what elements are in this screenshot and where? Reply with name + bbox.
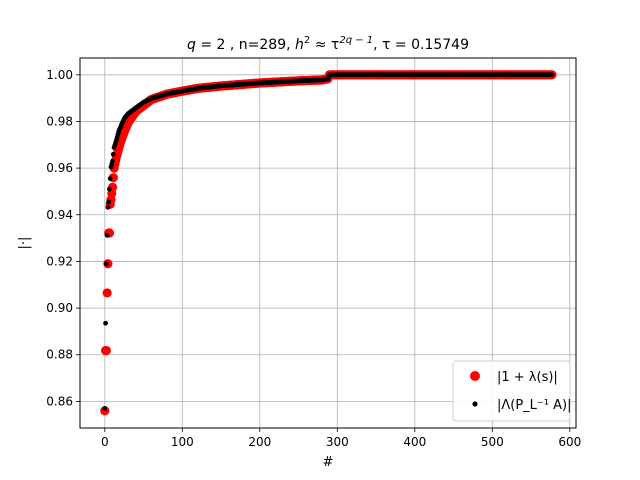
- x-tick-label: 600: [558, 435, 581, 449]
- title-part-2: , τ = 0.15749: [373, 37, 469, 53]
- y-tick-label: 0.94: [46, 208, 73, 222]
- x-axis-label: #: [323, 455, 334, 470]
- legend-marker-series-2: [472, 401, 478, 407]
- data-point: [549, 72, 555, 78]
- series-2: [102, 72, 555, 411]
- x-tick-label: 500: [481, 435, 504, 449]
- x-tick-label: 0: [101, 435, 109, 449]
- x-tick-label: 400: [403, 435, 426, 449]
- title-q: q: [187, 37, 196, 53]
- data-point: [101, 345, 111, 356]
- data-point: [110, 151, 116, 157]
- data-point: [107, 176, 113, 182]
- axis-ticks: 0 100 200 300 400 500 600 0.86 0.88 0.90 0.92 0.94 0…: [46, 68, 581, 449]
- y-tick-label: 0.90: [46, 301, 73, 315]
- y-tick-label: 1.00: [46, 68, 73, 82]
- title-h-exponent: 2: [304, 35, 310, 46]
- y-tick-label: 0.88: [46, 348, 73, 362]
- data-point: [105, 204, 111, 210]
- data-point: [104, 232, 110, 238]
- title-part-1: = 2 , n=289,: [196, 37, 295, 53]
- x-tick-label: 100: [171, 435, 194, 449]
- data-point: [106, 199, 112, 205]
- data-point: [103, 320, 108, 326]
- axes-frame: [79, 57, 577, 429]
- legend-label-series-1: |1 + λ(s)|: [497, 370, 558, 385]
- data-point: [110, 158, 115, 164]
- x-tick-label: 200: [248, 435, 271, 449]
- legend-label-series-2: |Λ(P_L⁻¹ A)|: [497, 398, 571, 413]
- data-point: [102, 288, 112, 298]
- data-point: [107, 186, 112, 192]
- legend-frame: [452, 360, 571, 422]
- y-tick-label: 0.98: [46, 114, 73, 128]
- chart-title: q = 2 , n=289, h2 ≈ τ2q − 1, τ = 0.15749: [187, 35, 469, 53]
- title-approx-tau: ≈ τ: [310, 37, 339, 53]
- y-axis-label: |·|: [17, 237, 32, 250]
- plot-area: [100, 70, 557, 416]
- legend-marker-series-1: [470, 371, 480, 381]
- y-tick-label: 0.96: [46, 161, 73, 175]
- data-point: [103, 261, 109, 267]
- y-tick-label: 0.86: [46, 394, 73, 408]
- title-h: h: [295, 37, 304, 53]
- title-tau-exponent: 2q − 1: [339, 35, 373, 46]
- y-tick-label: 0.92: [46, 254, 73, 268]
- x-tick-label: 300: [326, 435, 349, 449]
- legend: |1 + λ(s)| |Λ(P_L⁻¹ A)|: [452, 360, 571, 422]
- data-point: [102, 406, 108, 411]
